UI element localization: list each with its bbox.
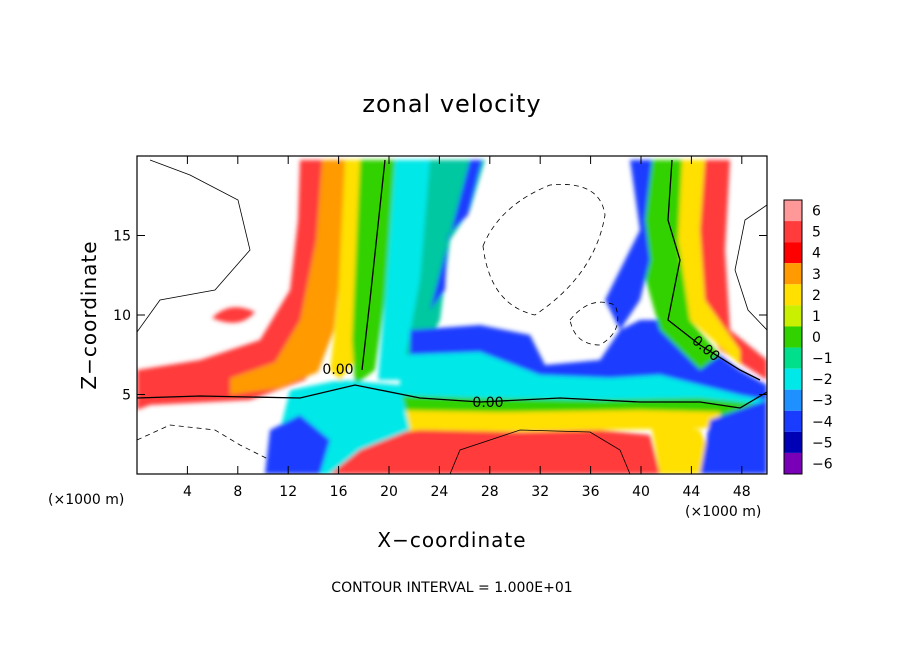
x-tick-label: 28 bbox=[481, 484, 499, 500]
colorbar-label: 2 bbox=[812, 288, 821, 304]
colorbar-cell bbox=[784, 305, 802, 327]
y-tick-label: 15 bbox=[113, 229, 131, 245]
x-unit-right: (×1000 m) bbox=[685, 504, 761, 520]
colorbar-cell bbox=[784, 452, 802, 474]
x-tick-label: 40 bbox=[632, 484, 650, 500]
contour-label: 0.00 bbox=[322, 362, 353, 378]
colorbar-cell bbox=[784, 242, 802, 264]
colorbar-cell bbox=[784, 200, 802, 222]
plume-right-lower-blue bbox=[700, 400, 767, 474]
velocity-field bbox=[137, 159, 767, 474]
colorbar-label: 5 bbox=[812, 225, 821, 241]
x-axis-label: X−coordinate bbox=[377, 528, 526, 552]
x-tick-label: 44 bbox=[682, 484, 700, 500]
x-unit-left: (×1000 m) bbox=[48, 492, 124, 508]
colorbar-label: −2 bbox=[812, 372, 833, 388]
colorbar: 6 5 4 3 2 1 0 −1 −2 −3 −4 −5 −6 bbox=[783, 199, 833, 475]
x-tick-label: 36 bbox=[582, 484, 600, 500]
plume-left-orange bbox=[230, 160, 345, 395]
zero-contour-main bbox=[137, 384, 767, 409]
x-tick-label: 16 bbox=[330, 484, 348, 500]
colorbar-label: 4 bbox=[812, 246, 821, 262]
x-tick-label: 8 bbox=[233, 484, 242, 500]
chart-title: zonal velocity bbox=[362, 90, 541, 118]
left-curl bbox=[212, 307, 255, 323]
colorbar-label: −4 bbox=[812, 414, 833, 430]
contour-interval-note: CONTOUR INTERVAL = 1.000E+01 bbox=[331, 580, 572, 596]
band-yellow bbox=[380, 410, 720, 432]
colorbar-cell bbox=[784, 347, 802, 369]
thin-contour-right bbox=[734, 204, 767, 331]
thin-contour-left bbox=[137, 159, 251, 333]
plume-center-cyan bbox=[378, 160, 440, 380]
dashed-contour-mid bbox=[569, 301, 619, 346]
plume-right-green bbox=[640, 160, 720, 370]
colorbar-cell bbox=[784, 431, 802, 453]
y-tick-label: 10 bbox=[113, 308, 131, 324]
colorbar-cell bbox=[784, 389, 802, 411]
colorbar-cell bbox=[784, 221, 802, 243]
colorbar-frame bbox=[783, 199, 803, 475]
y-tick-label: 5 bbox=[122, 388, 131, 404]
x-tick-label: 24 bbox=[430, 484, 448, 500]
plume-center-blue bbox=[430, 160, 482, 310]
colorbar-label: −6 bbox=[812, 456, 833, 472]
colorbar-label: 0 bbox=[812, 330, 821, 346]
colorbar-cell bbox=[784, 326, 802, 348]
y-axis-label: Z−coordinate bbox=[77, 240, 101, 389]
zero-contour-vertical bbox=[361, 159, 386, 371]
x-tick-label: 48 bbox=[733, 484, 751, 500]
x-tick-label: 4 bbox=[183, 484, 192, 500]
x-tick-label: 12 bbox=[279, 484, 297, 500]
colorbar-cell bbox=[784, 263, 802, 285]
plume-right-blue bbox=[605, 160, 652, 330]
x-tick-label: 20 bbox=[380, 484, 398, 500]
x-tick-label: 32 bbox=[531, 484, 549, 500]
dashed-contour-top bbox=[482, 183, 606, 316]
colorbar-label: 1 bbox=[812, 309, 821, 325]
colorbar-label: 6 bbox=[812, 204, 821, 220]
colorbar-cell bbox=[784, 410, 802, 432]
zero-contour-right bbox=[667, 159, 761, 381]
colorbar-label: −1 bbox=[812, 351, 833, 367]
colorbar-label: −3 bbox=[812, 393, 833, 409]
dashed-contour-lower bbox=[137, 424, 271, 461]
lower-left-blue bbox=[265, 415, 330, 474]
band-red bbox=[330, 430, 660, 474]
colorbar-label: 3 bbox=[812, 267, 821, 283]
colorbar-label: −5 bbox=[812, 435, 833, 451]
contour-label: 0.00 bbox=[472, 395, 503, 411]
colorbar-cell bbox=[784, 368, 802, 390]
thin-contour-bottom bbox=[449, 429, 631, 474]
colorbar-cell bbox=[784, 284, 802, 306]
plume-right-yellow bbox=[678, 160, 740, 365]
